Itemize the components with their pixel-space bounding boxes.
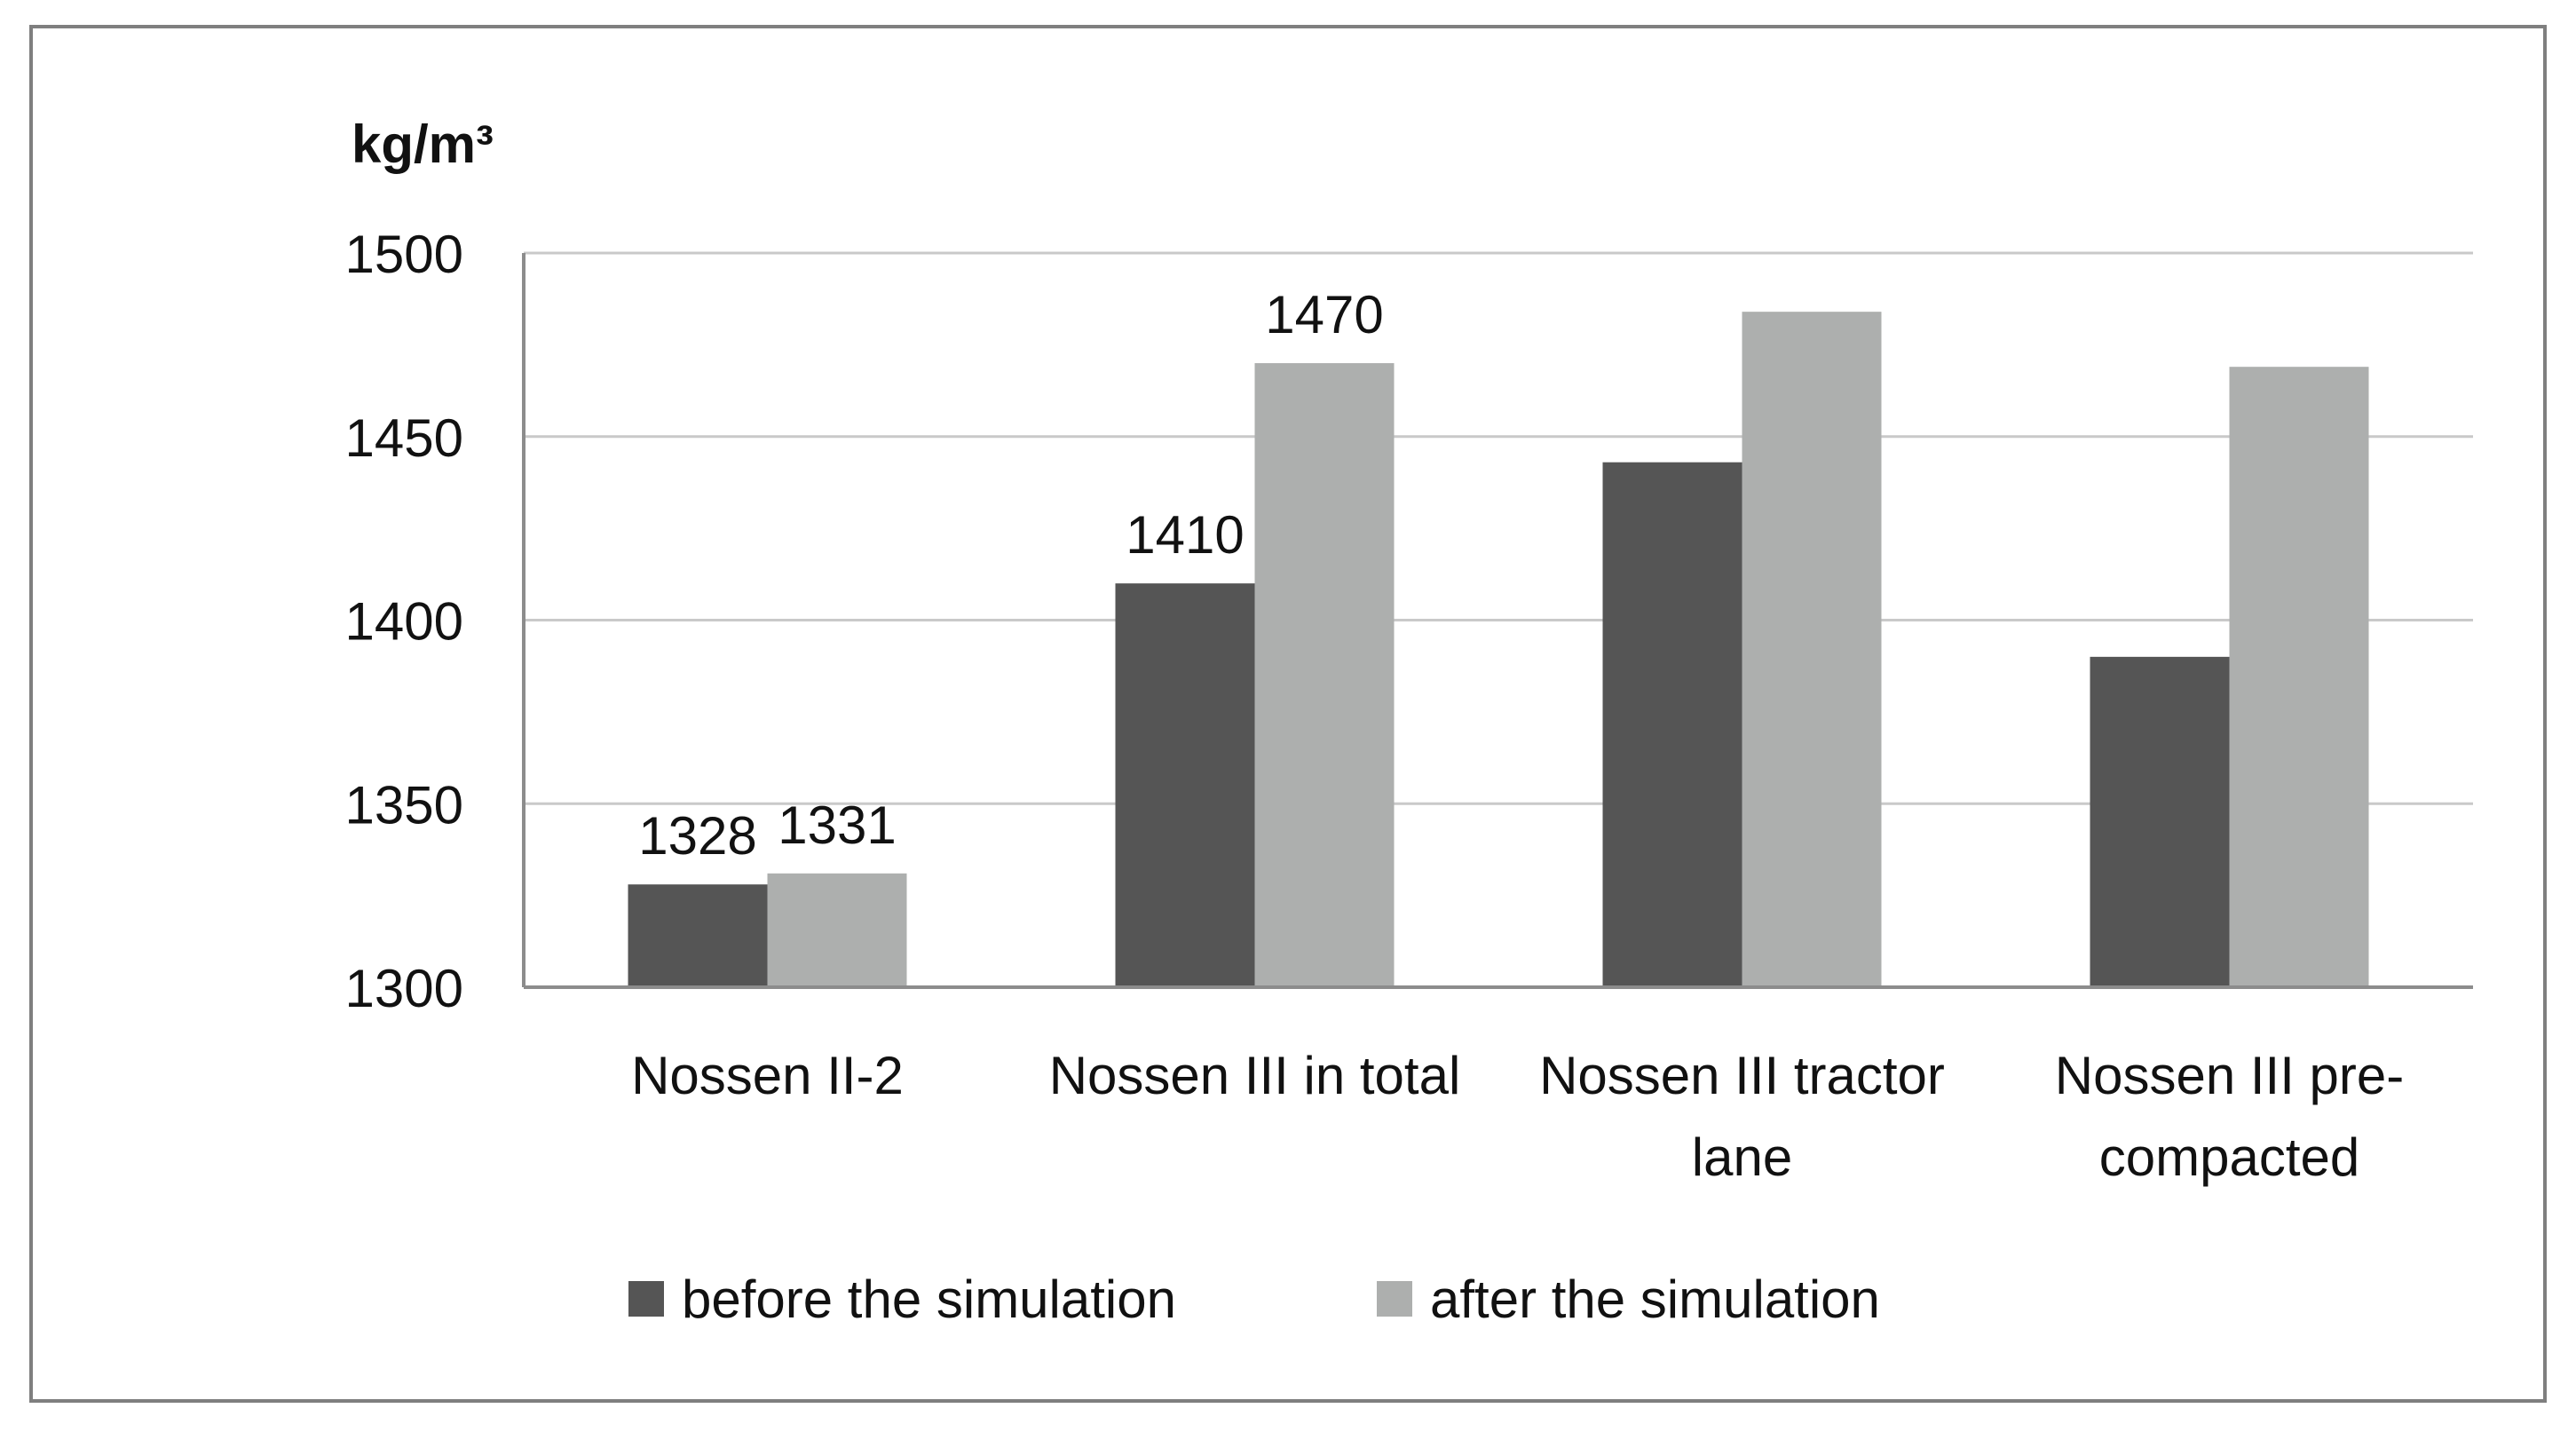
x-category-label: Nossen III tractor (1539, 1046, 1945, 1105)
bar-after (767, 873, 907, 987)
bar-before (1115, 583, 1255, 987)
legend-swatch (628, 1281, 664, 1317)
data-label: 1410 (1126, 505, 1244, 565)
x-category-label: compacted (2099, 1127, 2360, 1187)
bar-after (1742, 312, 1882, 987)
labels: 1300 1350 1400 1450 1500 1328 1331 Nossen II-2 1… (345, 225, 2405, 1187)
bars (628, 312, 2369, 987)
y-tick-label: 1500 (345, 225, 463, 284)
legend-swatch (1377, 1281, 1412, 1317)
x-category-label: Nossen III pre- (2055, 1046, 2405, 1105)
y-axis-unit-label: kg/m³ (352, 115, 494, 174)
y-tick-label: 1450 (345, 408, 463, 468)
axes (522, 253, 2473, 989)
x-category-label: lane (1692, 1127, 1792, 1187)
legend: before the simulation after the simulatio… (628, 1270, 1880, 1329)
y-tick-label: 1400 (345, 592, 463, 652)
bar-after (2229, 367, 2369, 987)
bar-before (628, 884, 768, 987)
legend-label: after the simulation (1430, 1270, 1880, 1329)
data-label: 1470 (1265, 285, 1383, 344)
x-category-label: Nossen II-2 (631, 1046, 904, 1105)
bar-after (1254, 363, 1395, 987)
data-label: 1331 (778, 795, 896, 855)
bar-before (2090, 656, 2230, 987)
data-label: 1328 (638, 806, 756, 866)
bar-before (1602, 462, 1742, 987)
y-tick-label: 1350 (345, 775, 463, 835)
x-category-label: Nossen III in total (1049, 1046, 1461, 1105)
legend-label: before the simulation (682, 1270, 1176, 1329)
y-tick-label: 1300 (345, 959, 463, 1018)
